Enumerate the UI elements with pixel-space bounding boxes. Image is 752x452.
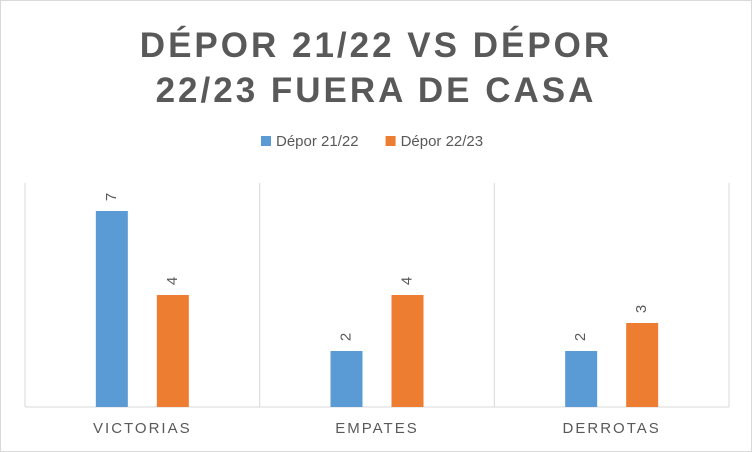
legend-swatch [385, 136, 396, 146]
data-label: 3 [633, 305, 650, 313]
bar [391, 295, 424, 407]
data-label: 4 [164, 277, 181, 285]
data-label: 2 [337, 333, 354, 341]
data-label: 2 [572, 333, 589, 341]
chart-title: DÉPOR 21/22 VS DÉPOR 22/23 FUERA DE CASA [139, 26, 613, 110]
bar [565, 351, 598, 407]
data-label: 4 [398, 277, 415, 285]
legend-label: Dépor 22/23 [401, 133, 484, 150]
bar [156, 295, 189, 407]
x-tick-label: VICTORIAS [93, 420, 192, 437]
bar [330, 351, 363, 407]
legend-swatch [261, 136, 271, 146]
x-tick-label: DERROTAS [563, 420, 661, 437]
x-tick-label: EMPATES [335, 420, 418, 437]
legend-label: Dépor 21/22 [276, 133, 359, 150]
bar [95, 211, 128, 407]
bar [626, 323, 659, 407]
data-label: 7 [103, 193, 120, 201]
